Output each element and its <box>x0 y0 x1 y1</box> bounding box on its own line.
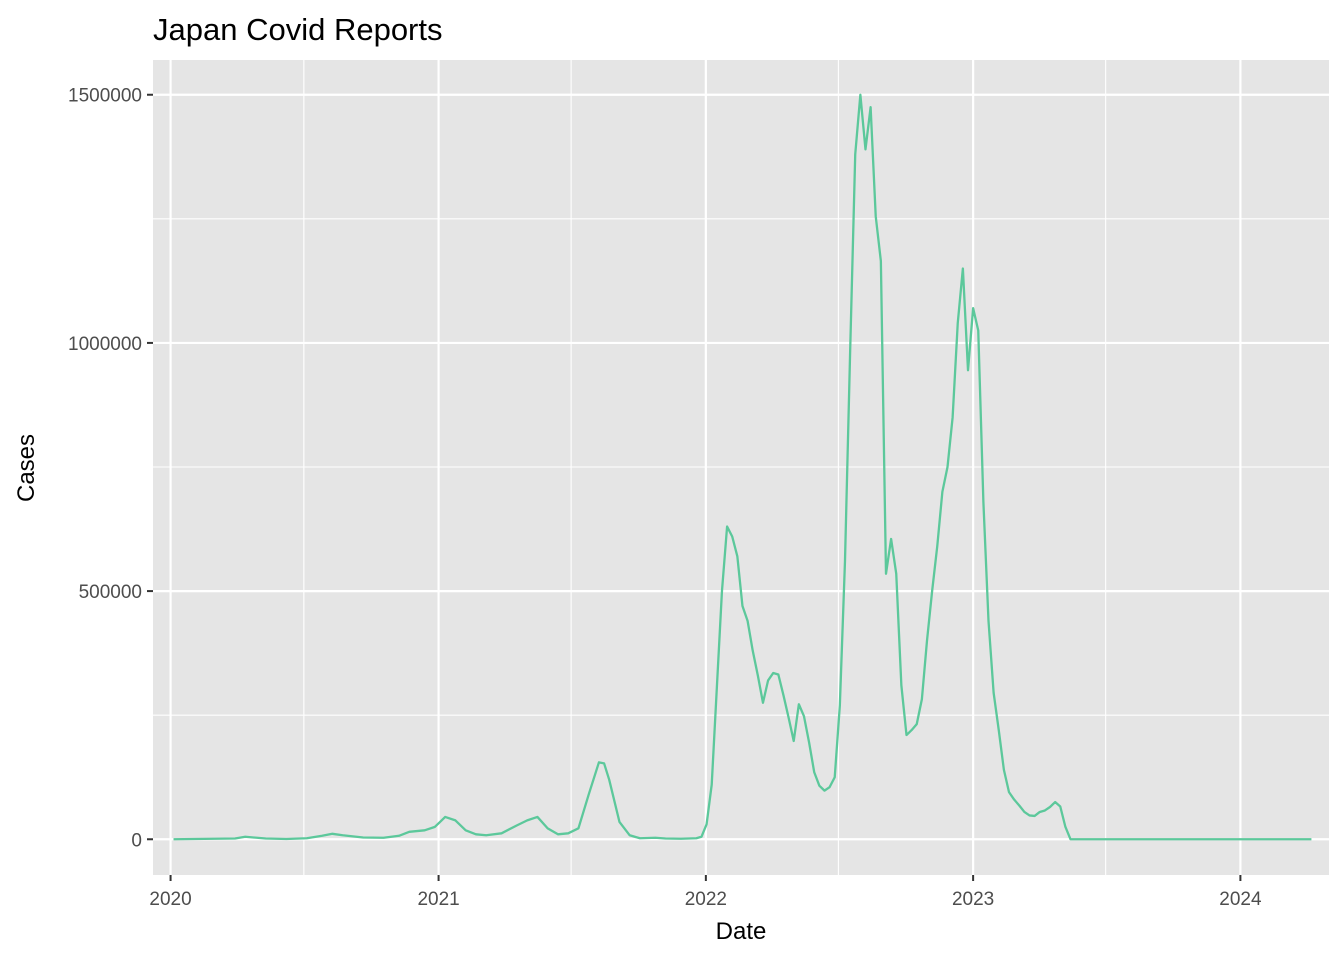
chart-title: Japan Covid Reports <box>153 12 443 47</box>
y-tick-label: 1000000 <box>68 334 142 355</box>
x-tick-label: 2023 <box>952 889 994 910</box>
y-axis-title: Cases <box>13 434 40 502</box>
x-axis-ticks: 2020 2021 2022 2023 2024 <box>149 875 1262 910</box>
y-axis-ticks: 0 500000 1000000 1500000 <box>68 86 153 851</box>
x-axis-title: Date <box>716 918 767 945</box>
y-tick-label: 500000 <box>79 582 142 603</box>
x-tick-label: 2021 <box>417 889 459 910</box>
x-tick-label: 2022 <box>685 889 727 910</box>
y-tick-label: 1500000 <box>68 86 142 107</box>
x-tick-label: 2024 <box>1219 889 1262 910</box>
minor-gridlines <box>153 60 1329 875</box>
x-tick-label: 2020 <box>149 889 191 910</box>
y-tick-label: 0 <box>131 830 142 851</box>
series-line-cases <box>173 93 1312 841</box>
